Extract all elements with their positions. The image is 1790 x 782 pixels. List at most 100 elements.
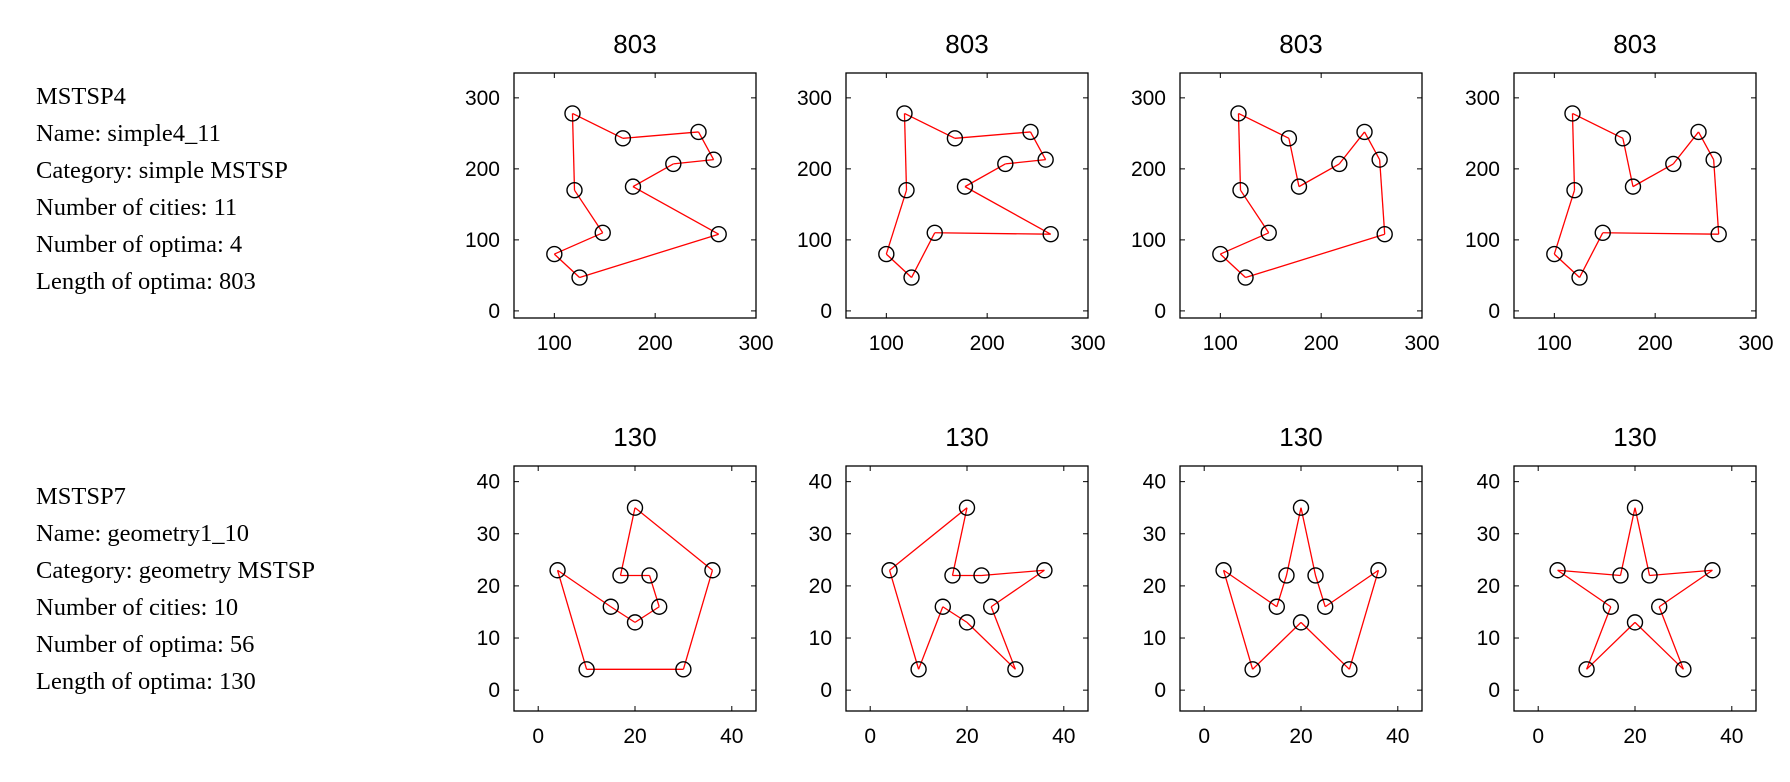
plot-title: 130	[945, 422, 988, 452]
city-point	[1614, 130, 1632, 147]
y-tick-label: 20	[809, 575, 832, 598]
city-point	[1690, 123, 1707, 141]
problem-info-mstsp7: MSTSP7 Name: geometry1_10 Category: geom…	[36, 478, 315, 700]
tour-edge	[888, 570, 920, 670]
tour-edge	[1557, 569, 1621, 577]
x-tick-label: 200	[1304, 332, 1339, 355]
tour-edge	[1578, 232, 1604, 278]
city-point	[1705, 151, 1722, 168]
city-point	[1212, 245, 1229, 263]
city-point	[1370, 562, 1387, 579]
tour-edge	[1713, 159, 1720, 235]
tour-edge	[557, 569, 612, 608]
tour-edge	[889, 507, 968, 571]
city-point	[690, 123, 707, 141]
city-point	[675, 661, 692, 678]
tour-edge	[622, 131, 699, 139]
city-point	[571, 269, 588, 286]
x-tick-label: 300	[738, 332, 773, 355]
city-point	[956, 178, 974, 195]
tour-edge	[1285, 507, 1302, 576]
tour-edge	[981, 569, 1045, 577]
problem-num-cities: Number of cities: 10	[36, 594, 239, 621]
city-point	[973, 567, 990, 584]
city-point	[983, 598, 1000, 615]
x-tick-label: 100	[1537, 332, 1572, 355]
y-tick-label: 200	[1465, 158, 1500, 181]
tour-edge	[619, 507, 636, 576]
city-point	[566, 181, 583, 199]
tour-edge	[1348, 570, 1380, 670]
axes-frame	[1179, 465, 1423, 712]
x-tick-label: 0	[532, 725, 544, 748]
city-point	[944, 567, 961, 584]
y-tick-label: 0	[820, 300, 832, 323]
plot-title: 803	[1613, 29, 1656, 59]
tour-edge	[1238, 112, 1290, 139]
city-point	[1602, 598, 1620, 615]
tour-edge	[1672, 131, 1700, 165]
city-point	[1237, 269, 1254, 286]
y-tick-label: 20	[477, 575, 500, 598]
city-point	[1341, 661, 1358, 678]
tour-edge	[1553, 189, 1576, 255]
tour-edge	[1622, 138, 1634, 187]
y-tick-label: 30	[809, 523, 832, 546]
city-point	[1230, 105, 1247, 122]
problem-num-optima: Number of optima: 56	[36, 631, 255, 658]
tour-edge	[885, 189, 908, 255]
y-tick-label: 0	[1488, 679, 1500, 702]
problem-name: Name: geometry1_10	[36, 520, 249, 547]
plot-title: 803	[945, 29, 988, 59]
y-tick-label: 100	[1465, 229, 1500, 252]
tour-edge	[1276, 575, 1288, 607]
tour-edge	[1557, 569, 1612, 608]
tour-edge	[903, 113, 908, 191]
city-point	[1278, 567, 1295, 584]
x-tick-label: 0	[864, 725, 876, 748]
tour-plot-8: 130 0 20 40 0 10 20 30 40	[1477, 422, 1757, 748]
city-point	[1232, 181, 1249, 199]
tour-edge	[571, 113, 576, 191]
tour-edge	[917, 606, 944, 670]
city-point	[578, 661, 595, 678]
tour-plot-1: 803 100 200 300 0 100 200 300	[465, 29, 774, 355]
y-tick-label: 40	[1143, 471, 1166, 494]
x-tick-label: 200	[1638, 332, 1673, 355]
x-tick-label: 300	[1404, 332, 1439, 355]
city-point	[1650, 598, 1668, 615]
city-point	[1280, 130, 1298, 147]
y-tick-label: 10	[809, 627, 832, 650]
tour-plot-6: 130 0 20 40 0 10 20 30 40	[809, 422, 1089, 748]
city-point	[1007, 661, 1024, 678]
city-point	[549, 562, 566, 579]
city-point	[1307, 567, 1324, 584]
tour-edge	[1553, 253, 1580, 278]
city-point	[641, 567, 658, 584]
y-tick-label: 0	[1488, 300, 1500, 323]
axes-frame	[845, 72, 1089, 319]
x-tick-label: 0	[1532, 725, 1544, 748]
x-tick-label: 300	[1070, 332, 1105, 355]
tour-edge	[572, 112, 624, 139]
tour-edge	[632, 186, 720, 235]
city-point	[1215, 562, 1232, 579]
tour-edge	[1220, 232, 1269, 255]
tour-edge	[990, 606, 1017, 670]
city-point	[612, 567, 629, 584]
city-point	[1665, 155, 1682, 173]
city-point	[624, 178, 642, 195]
city-point	[665, 155, 682, 173]
tour-edge	[1338, 131, 1366, 165]
city-point	[910, 661, 927, 678]
y-tick-label: 20	[1477, 575, 1500, 598]
tour-edge	[1649, 569, 1713, 577]
city-point	[1549, 562, 1566, 579]
tour-edge	[1634, 507, 1651, 576]
y-tick-label: 40	[1477, 471, 1500, 494]
tour-edge	[934, 232, 1051, 235]
tour-edge	[1300, 507, 1317, 576]
city-point	[1316, 598, 1334, 615]
tour-edge	[1222, 570, 1254, 670]
problem-num-optima: Number of optima: 4	[36, 231, 243, 258]
